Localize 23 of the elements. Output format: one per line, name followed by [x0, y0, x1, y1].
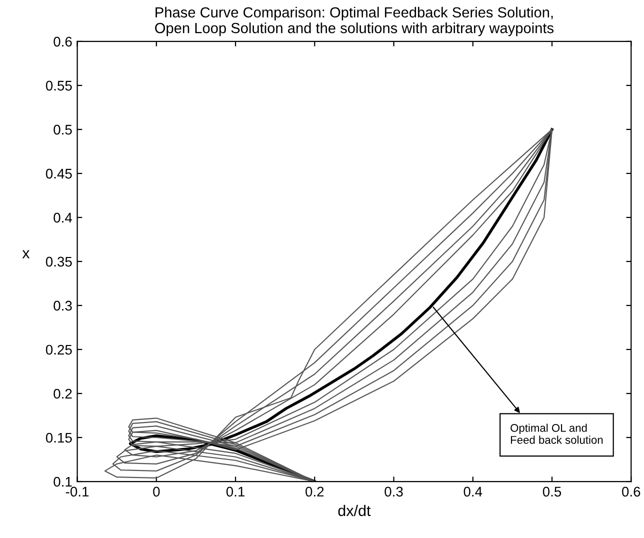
x-tick-label: 0	[153, 486, 160, 497]
y-tick-label: 0.35	[46, 256, 72, 267]
x-axis-title: dx/dt	[338, 504, 371, 516]
y-axis-title: x	[22, 250, 30, 258]
annotation: Optimal OL and Feed back solution	[510, 424, 603, 444]
x-tick-label: 0.6	[622, 486, 640, 497]
y-tick-label: 0.1	[54, 476, 72, 487]
x-tick-label: 0.3	[384, 486, 403, 497]
x-tick-label: 0.4	[464, 486, 482, 497]
x-tick-label: -0.1	[66, 486, 89, 497]
y-tick-label: 0.2	[54, 388, 72, 399]
y-tick-label: 0.45	[46, 168, 72, 179]
y-tick-label: 0.15	[46, 432, 72, 443]
y-tick-label: 0.4	[54, 212, 72, 223]
x-tick-label: 0.5	[542, 486, 562, 497]
y-tick-label: 0.3	[54, 300, 72, 311]
y-tick-label: 0.55	[46, 80, 72, 91]
x-tick-label: 0.2	[306, 486, 324, 497]
y-tick-label: 0.5	[54, 124, 72, 135]
y-tick-label: 0.6	[54, 36, 72, 47]
chart-title: Phase Curve Comparison: Optimal Feedback Series Solution, Open Loop Solution and the solutions with arbitrary waypoints	[155, 6, 554, 36]
x-tick-label: 0.1	[226, 486, 244, 497]
y-tick-label: 0.25	[46, 344, 72, 355]
